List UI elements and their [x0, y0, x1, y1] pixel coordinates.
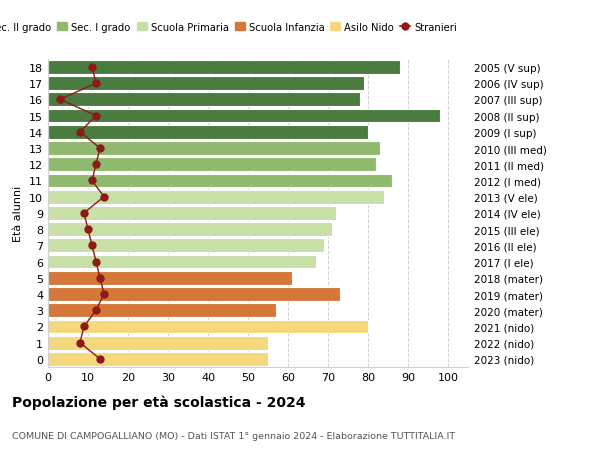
- Bar: [48, 158, 376, 172]
- Bar: [48, 271, 292, 285]
- Legend: Sec. II grado, Sec. I grado, Scuola Primaria, Scuola Infanzia, Asilo Nido, Stran: Sec. II grado, Sec. I grado, Scuola Prim…: [0, 18, 461, 37]
- Bar: [48, 320, 368, 334]
- Bar: [48, 304, 276, 318]
- Bar: [48, 126, 368, 140]
- Text: COMUNE DI CAMPOGALLIANO (MO) - Dati ISTAT 1° gennaio 2024 - Elaborazione TUTTITA: COMUNE DI CAMPOGALLIANO (MO) - Dati ISTA…: [12, 431, 455, 440]
- Bar: [48, 207, 336, 220]
- Y-axis label: Età alunni: Età alunni: [13, 185, 23, 241]
- Bar: [48, 352, 268, 366]
- Bar: [48, 336, 268, 350]
- Bar: [48, 287, 340, 301]
- Bar: [48, 61, 400, 75]
- Text: Popolazione per età scolastica - 2024: Popolazione per età scolastica - 2024: [12, 395, 305, 409]
- Bar: [48, 255, 316, 269]
- Bar: [48, 239, 324, 253]
- Bar: [48, 142, 380, 156]
- Bar: [48, 223, 332, 236]
- Bar: [48, 174, 392, 188]
- Bar: [48, 190, 384, 204]
- Bar: [48, 109, 440, 123]
- Bar: [48, 77, 364, 91]
- Bar: [48, 93, 360, 107]
